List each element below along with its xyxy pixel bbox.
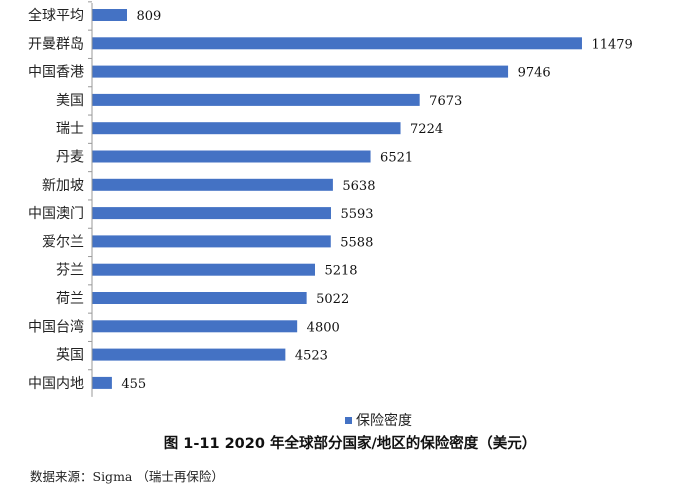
bar <box>92 65 509 78</box>
data-label: 5022 <box>316 292 349 307</box>
category-label: 美国 <box>56 93 84 109</box>
data-label: 5218 <box>324 264 357 279</box>
legend: 保险密度 <box>345 410 412 430</box>
bar <box>92 9 127 21</box>
data-source-note: 数据来源：Sigma （瑞士再保险） <box>30 469 224 484</box>
category-label: 中国澳门 <box>28 206 84 222</box>
data-label: 809 <box>136 9 161 24</box>
category-label: 英国 <box>56 347 84 364</box>
category-label: 全球平均 <box>28 7 84 24</box>
bar <box>92 376 112 389</box>
data-label: 4523 <box>295 349 328 364</box>
data-label: 4800 <box>307 320 340 335</box>
bar <box>92 37 582 50</box>
bar <box>92 178 333 191</box>
data-label: 6521 <box>380 151 413 166</box>
category-label: 瑞士 <box>56 121 84 137</box>
bar <box>92 207 331 220</box>
bar <box>92 292 307 304</box>
data-label: 5588 <box>340 235 373 250</box>
bar <box>92 122 401 135</box>
bar <box>92 348 286 361</box>
data-label: 455 <box>121 377 146 392</box>
bar <box>92 235 331 248</box>
category-label: 新加坡 <box>42 178 84 194</box>
data-label: 9746 <box>518 66 551 81</box>
category-label: 荷兰 <box>56 291 84 307</box>
category-label: 芬兰 <box>56 263 84 279</box>
bar <box>92 93 420 106</box>
bar <box>92 263 315 276</box>
data-label: 11479 <box>591 37 632 52</box>
data-label: 7224 <box>410 122 443 137</box>
category-label: 中国台湾 <box>28 318 84 335</box>
bar <box>92 150 371 163</box>
data-label: 5593 <box>340 207 373 222</box>
category-label: 爱尔兰 <box>42 234 84 250</box>
category-label: 中国香港 <box>28 65 84 81</box>
data-label: 5638 <box>342 179 375 194</box>
data-label: 7673 <box>429 94 462 109</box>
category-label: 中国内地 <box>28 376 84 392</box>
legend-swatch <box>345 416 352 424</box>
legend-label: 保险密度 <box>356 413 412 429</box>
bar-chart: 全球平均 809 开曼群岛 11479 中国香港 9746 美国 7673 瑞士 7224 丹麦 65… <box>28 1 633 397</box>
category-label: 丹麦 <box>56 150 84 166</box>
figure-caption: 图 1-11 2020 年全球部分国家/地区的保险密度（美元） <box>163 436 537 452</box>
category-label: 开曼群岛 <box>28 36 84 52</box>
bar <box>92 320 298 333</box>
